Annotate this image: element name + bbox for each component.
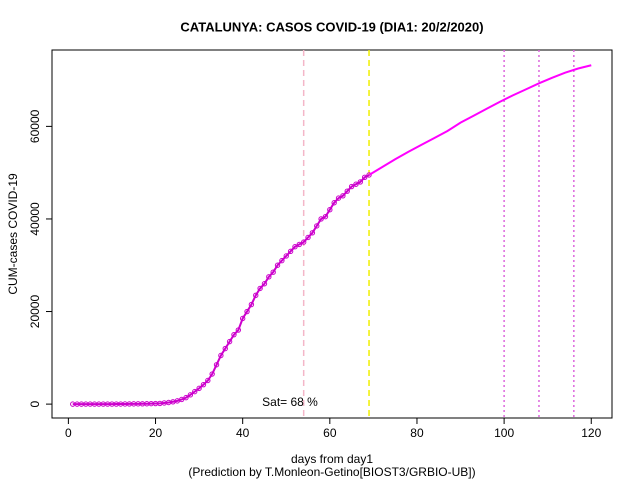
data-point	[357, 179, 364, 185]
data-point	[218, 352, 224, 359]
data-point	[335, 195, 342, 201]
x-tick-label: 60	[323, 426, 337, 440]
data-point	[266, 274, 272, 280]
x-tick-label: 20	[149, 426, 163, 440]
data-point	[200, 381, 207, 388]
data-point	[348, 183, 355, 190]
data-point	[226, 338, 233, 345]
data-point	[279, 257, 285, 264]
data-point	[192, 388, 198, 395]
data-point	[253, 292, 259, 299]
data-point	[231, 331, 237, 338]
x-axis-title: days from day1	[291, 452, 373, 466]
data-point	[309, 230, 316, 236]
data-point	[183, 394, 189, 401]
x-tick-label: 80	[410, 426, 424, 440]
y-tick-label: 60000	[28, 109, 42, 143]
plot-frame	[51, 49, 613, 419]
data-point	[292, 244, 298, 250]
data-point	[344, 188, 350, 194]
data-point	[270, 269, 276, 275]
y-tick-label: 0	[28, 400, 42, 407]
y-tick-label: 40000	[28, 202, 42, 236]
data-point	[205, 377, 211, 384]
data-point	[322, 213, 329, 220]
annotation: Sat= 68 %	[262, 395, 318, 409]
x-tick-label: 100	[494, 426, 514, 440]
series-line	[72, 174, 370, 406]
data-point	[318, 216, 324, 222]
data-point	[257, 285, 263, 292]
data-point	[283, 253, 289, 259]
data-point	[187, 392, 194, 398]
data-point	[209, 371, 215, 377]
data-point	[331, 200, 337, 206]
data-point	[244, 308, 250, 315]
x-tick-label: 120	[581, 426, 601, 440]
data-point	[213, 362, 220, 368]
data-point	[235, 327, 242, 333]
data-point	[314, 223, 320, 229]
data-point	[366, 172, 372, 178]
data-point	[287, 248, 294, 255]
data-point	[248, 301, 255, 308]
data-point	[178, 396, 185, 403]
data-point	[327, 206, 333, 213]
data-point	[353, 181, 359, 187]
data-point	[196, 385, 202, 392]
y-axis-title: CUM-cases COVID-19	[6, 173, 20, 295]
data-point	[239, 315, 246, 322]
y-tick-label: 20000	[28, 295, 42, 329]
data-point	[300, 239, 307, 245]
subtitle: (Prediction by T.Monleon-Getino[BIOST3/G…	[188, 465, 475, 479]
data-point	[274, 262, 281, 268]
series-line	[368, 64, 592, 176]
data-point	[361, 174, 368, 180]
data-point	[340, 193, 346, 199]
chart-title: CATALUNYA: CASOS COVID-19 (DIA1: 20/2/20…	[180, 19, 483, 34]
data-point	[296, 241, 303, 248]
data-point	[305, 234, 311, 241]
x-tick-label: 0	[65, 426, 72, 440]
data-point	[222, 345, 228, 352]
x-tick-label: 40	[236, 426, 250, 440]
data-point	[261, 281, 268, 287]
